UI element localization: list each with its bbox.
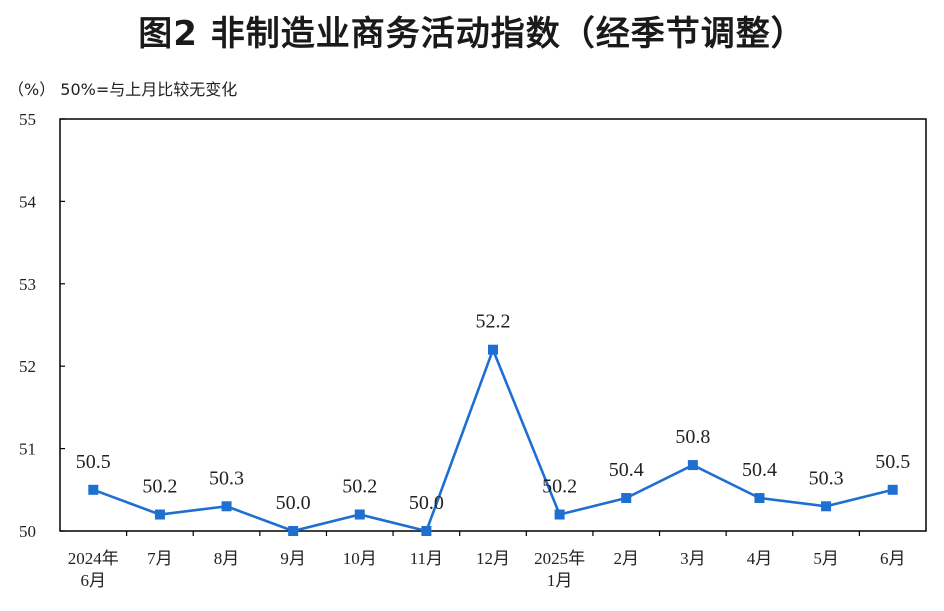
- x-tick-label: 2024年: [68, 549, 119, 568]
- x-tick-label: 2月: [613, 549, 639, 568]
- chart-title: 图2 非制造业商务活动指数（经季节调整）: [138, 14, 806, 54]
- data-point: [421, 526, 432, 536]
- data-point: [621, 493, 632, 504]
- data-label: 50.3: [209, 467, 244, 489]
- data-label: 50.0: [409, 492, 444, 514]
- data-point: [221, 501, 232, 512]
- data-label: 50.5: [875, 451, 910, 473]
- x-tick-label: 6月: [880, 549, 906, 568]
- data-label: 52.2: [476, 311, 511, 333]
- unit-note: （%） 50%=与上月比较无变化: [8, 80, 238, 99]
- x-tick-label: 11月: [410, 549, 443, 568]
- data-label: 50.3: [809, 467, 844, 489]
- data-point: [754, 493, 765, 504]
- data-label: 50.5: [76, 451, 111, 473]
- x-tick-label: 1月: [547, 571, 573, 590]
- y-tick-label: 52: [19, 357, 36, 376]
- data-label: 50.2: [542, 476, 577, 498]
- y-tick-label: 55: [19, 110, 36, 129]
- x-tick-label: 4月: [747, 549, 773, 568]
- data-point: [288, 526, 299, 536]
- x-tick-label: 9月: [280, 549, 306, 568]
- y-tick-label: 51: [19, 440, 36, 459]
- y-tick-label: 54: [19, 192, 37, 211]
- x-tick-label: 12月: [476, 549, 510, 568]
- x-tick-label: 7月: [147, 549, 173, 568]
- x-tick-label: 6月: [81, 571, 107, 590]
- data-point: [354, 509, 365, 520]
- x-tick-label: 10月: [343, 549, 377, 568]
- data-label: 50.4: [742, 459, 777, 481]
- plot-frame: [59, 118, 927, 532]
- data-point: [821, 501, 832, 512]
- data-point: [154, 509, 165, 520]
- x-tick-label: 2025年: [534, 549, 585, 568]
- series-line: [92, 346, 894, 533]
- y-tick-label: 53: [19, 275, 36, 294]
- data-point: [488, 344, 498, 355]
- y-tick-label: 50: [19, 522, 36, 541]
- data-point: [887, 484, 898, 495]
- data-label: 50.4: [609, 459, 644, 481]
- data-label: 50.2: [342, 476, 377, 498]
- x-tick-label: 5月: [813, 549, 839, 568]
- data-label: 50.8: [675, 426, 710, 448]
- data-label: 50.0: [276, 492, 311, 514]
- data-label: 50.2: [142, 476, 177, 498]
- data-point: [554, 509, 565, 520]
- x-tick-label: 8月: [214, 549, 240, 568]
- x-tick-label: 3月: [680, 549, 706, 568]
- data-point: [88, 484, 99, 495]
- data-point: [687, 460, 698, 471]
